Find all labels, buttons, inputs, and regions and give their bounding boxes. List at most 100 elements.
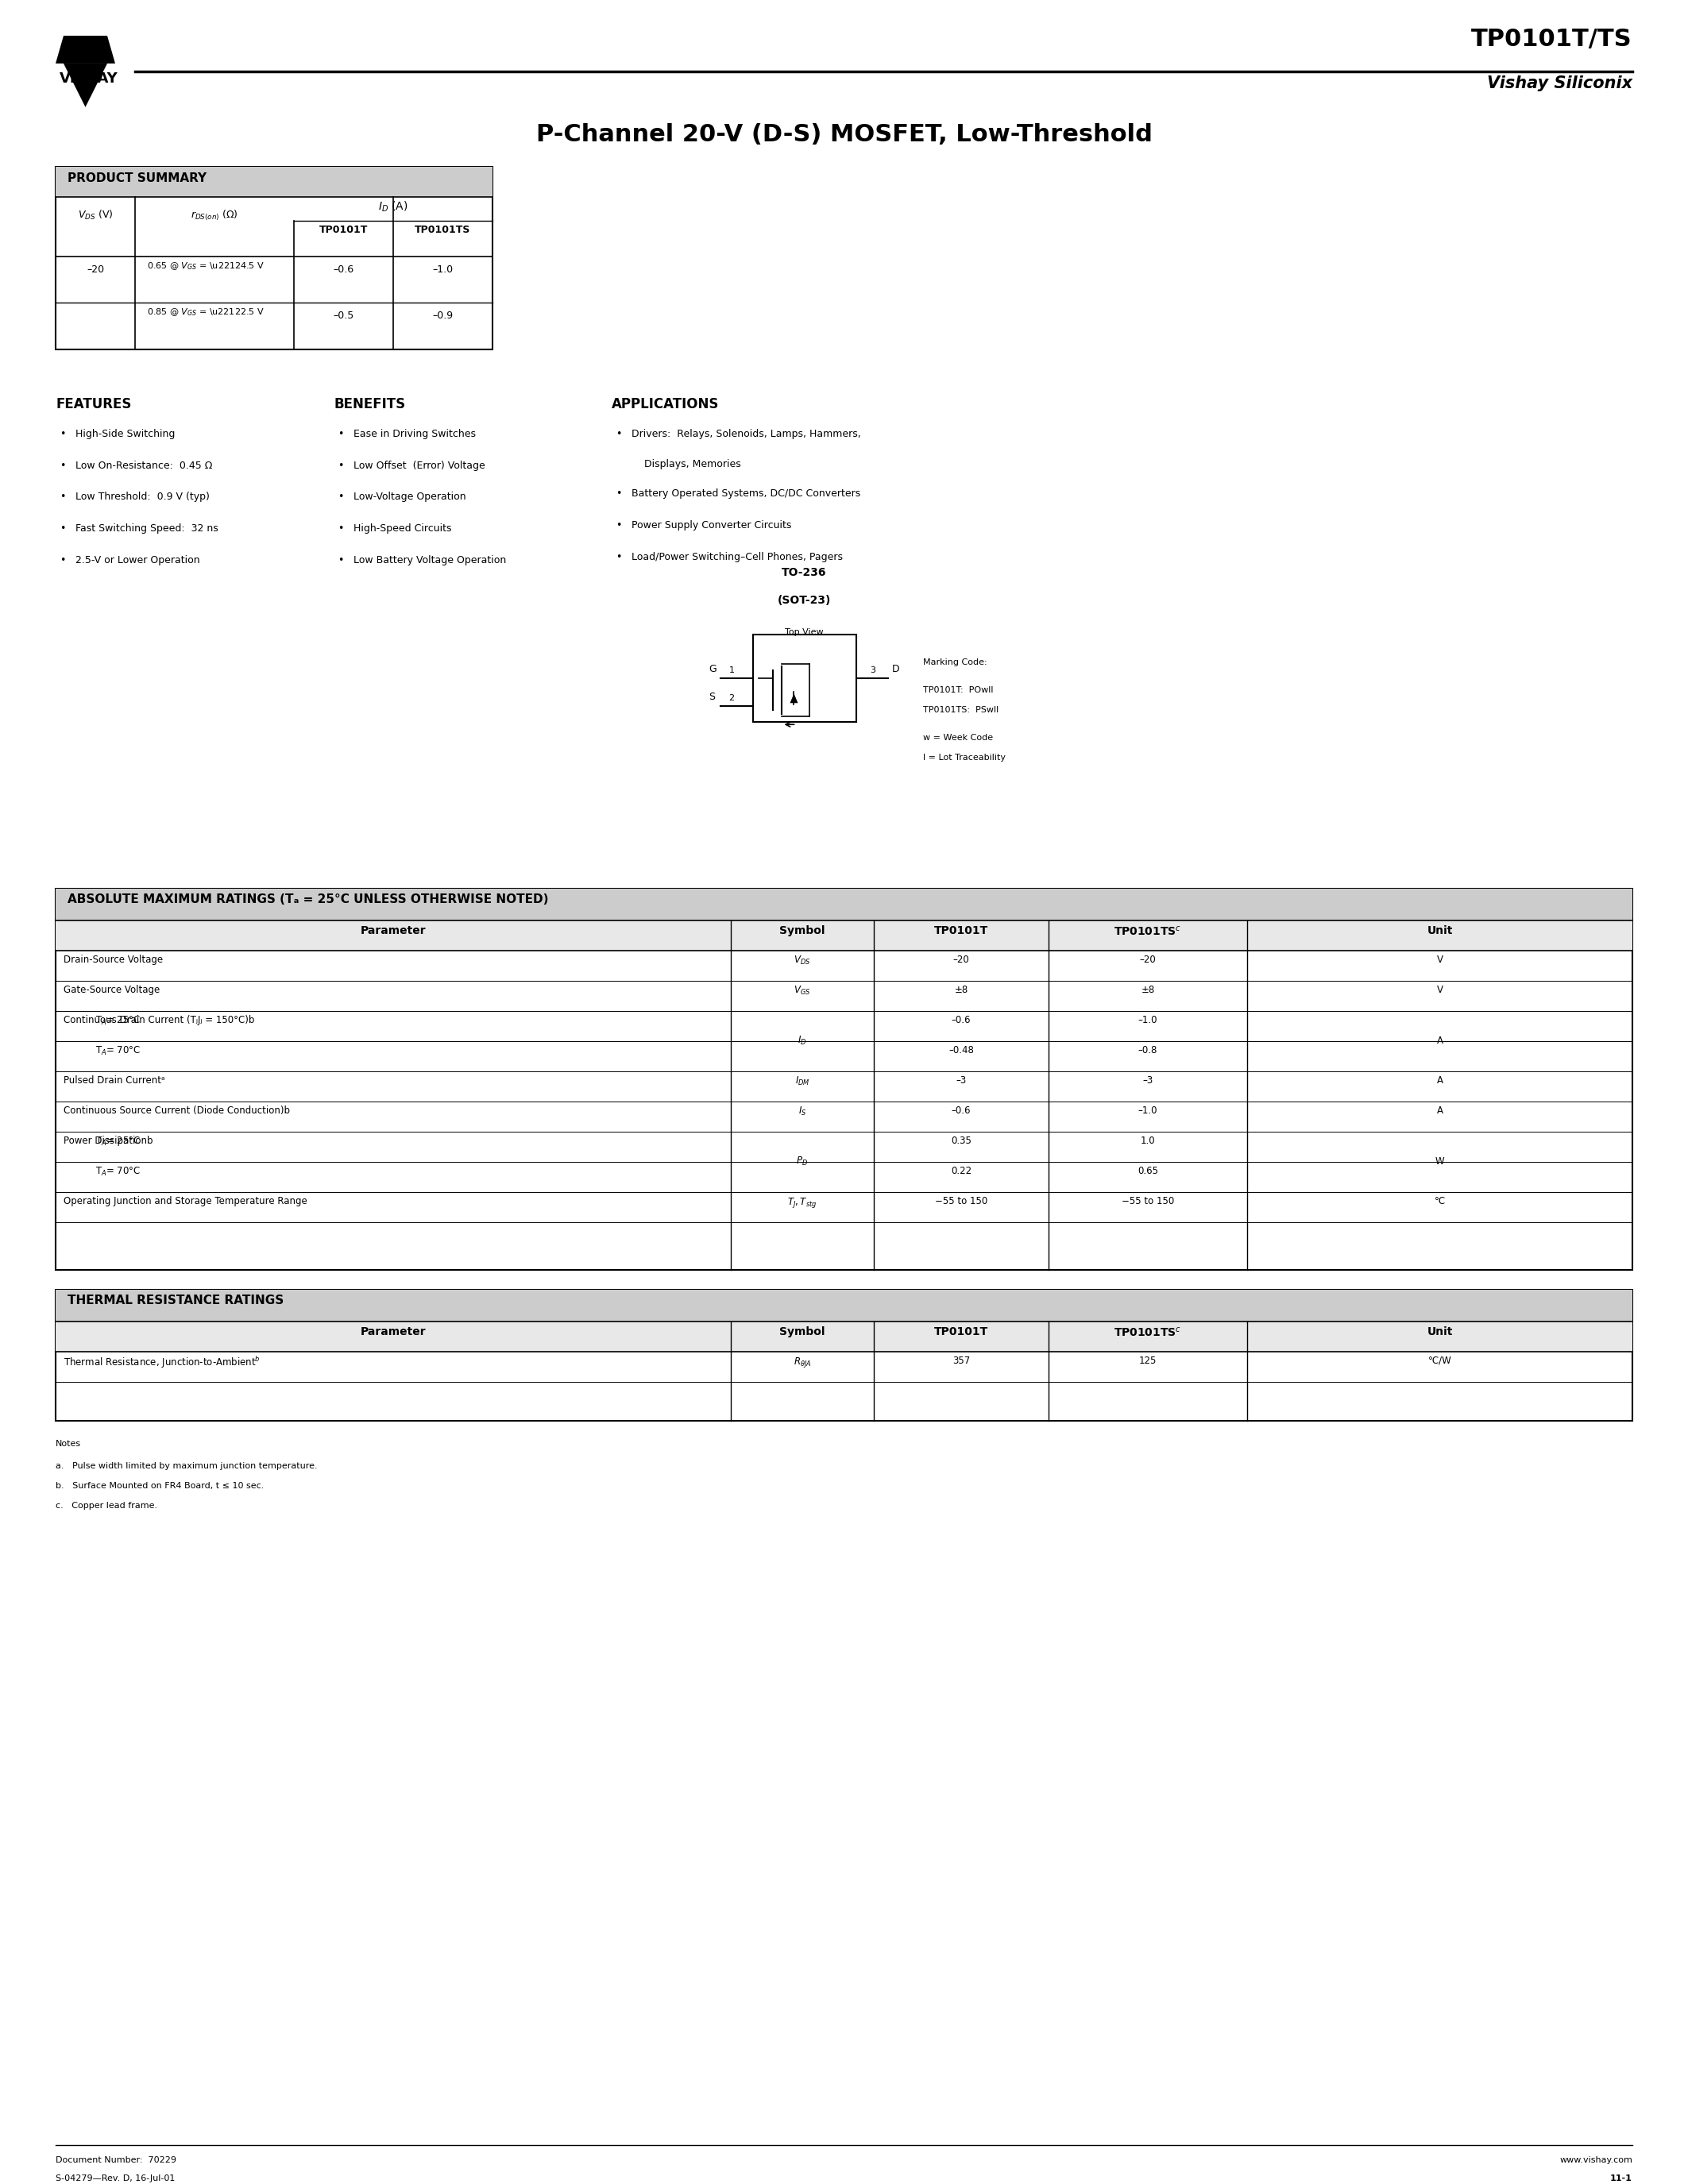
Text: W: W [1435, 1158, 1445, 1166]
Text: Battery Operated Systems, DC/DC Converters: Battery Operated Systems, DC/DC Converte… [631, 489, 861, 500]
Text: High-Side Switching: High-Side Switching [76, 428, 176, 439]
Text: Pulsed Drain Currentᵃ: Pulsed Drain Currentᵃ [64, 1075, 165, 1085]
Text: –1.0: –1.0 [1138, 1016, 1158, 1024]
Text: A: A [1436, 1075, 1443, 1085]
Text: Unit: Unit [1426, 1326, 1453, 1337]
Text: l = Lot Traceability: l = Lot Traceability [923, 753, 1006, 762]
Polygon shape [56, 35, 115, 63]
Text: –0.5: –0.5 [333, 310, 354, 321]
Text: $r_{DS(on)}$ ($\Omega$): $r_{DS(on)}$ ($\Omega$) [191, 210, 238, 223]
Text: Operating Junction and Storage Temperature Range: Operating Junction and Storage Temperatu… [64, 1197, 307, 1206]
Bar [56, 919, 1632, 950]
Text: T$_A$= 25°C: T$_A$= 25°C [95, 1016, 140, 1026]
Text: $T_J, T_{stg}$: $T_J, T_{stg}$ [787, 1197, 817, 1210]
Text: Parameter: Parameter [361, 1326, 425, 1337]
Text: APPLICATIONS: APPLICATIONS [611, 397, 719, 411]
Text: $R_{\theta JA}$: $R_{\theta JA}$ [793, 1356, 812, 1369]
Text: T$_A$= 25°C: T$_A$= 25°C [95, 1136, 140, 1147]
Text: TO-236: TO-236 [782, 568, 827, 579]
Text: –0.48: –0.48 [949, 1046, 974, 1055]
Text: ±8: ±8 [954, 985, 967, 996]
Text: –3: –3 [1143, 1075, 1153, 1085]
Text: •: • [59, 461, 66, 470]
Text: 1: 1 [729, 666, 734, 675]
Text: PRODUCT SUMMARY: PRODUCT SUMMARY [68, 173, 206, 183]
Text: 1.0: 1.0 [1141, 1136, 1155, 1147]
Text: V: V [1436, 954, 1443, 965]
Text: –20: –20 [86, 264, 105, 275]
Text: www.vishay.com: www.vishay.com [1560, 2156, 1632, 2164]
Text: –20: –20 [954, 954, 969, 965]
Text: Top View: Top View [785, 629, 824, 636]
Text: TP0101TS$^c$: TP0101TS$^c$ [1114, 1326, 1182, 1339]
Text: •: • [616, 428, 621, 439]
Text: •: • [616, 553, 621, 563]
Text: Power Supply Converter Circuits: Power Supply Converter Circuits [631, 520, 792, 531]
Text: a.   Pulse width limited by maximum junction temperature.: a. Pulse width limited by maximum juncti… [56, 1463, 317, 1470]
Text: •: • [338, 555, 343, 566]
Text: D: D [891, 664, 900, 675]
Polygon shape [790, 695, 798, 703]
Text: Drain-Source Voltage: Drain-Source Voltage [64, 954, 164, 965]
Text: Symbol: Symbol [780, 1326, 825, 1337]
Text: °C: °C [1435, 1197, 1445, 1206]
Text: $I_D$ (A): $I_D$ (A) [378, 201, 408, 214]
Text: −55 to 150: −55 to 150 [935, 1197, 987, 1206]
Text: 2: 2 [729, 695, 734, 703]
Text: T$_A$= 70°C: T$_A$= 70°C [95, 1046, 140, 1057]
Text: Power Dissipationb: Power Dissipationb [64, 1136, 154, 1147]
Text: TP0101T:  POwll: TP0101T: POwll [923, 686, 994, 695]
Text: •: • [338, 524, 343, 535]
Text: •: • [616, 489, 621, 500]
Text: 0.35: 0.35 [950, 1136, 972, 1147]
Text: (SOT-23): (SOT-23) [778, 594, 830, 607]
Text: $V_{GS}$: $V_{GS}$ [793, 985, 810, 996]
Text: –0.6: –0.6 [333, 264, 354, 275]
Text: •: • [616, 520, 621, 531]
Text: Low-Voltage Operation: Low-Voltage Operation [353, 491, 466, 502]
Text: •: • [338, 491, 343, 502]
Text: $I_S$: $I_S$ [798, 1105, 807, 1118]
Text: Fast Switching Speed:  32 ns: Fast Switching Speed: 32 ns [76, 524, 218, 535]
Text: Continuous Drain Current (TⱼJⱼ = 150°C)b: Continuous Drain Current (TⱼJⱼ = 150°C)b [64, 1016, 255, 1024]
Text: •: • [338, 428, 343, 439]
Text: −55 to 150: −55 to 150 [1121, 1197, 1175, 1206]
Text: High-Speed Circuits: High-Speed Circuits [353, 524, 452, 535]
Text: 357: 357 [952, 1356, 971, 1365]
Bar [56, 166, 493, 197]
Text: –0.8: –0.8 [1138, 1046, 1158, 1055]
Text: TP0101TS: TP0101TS [415, 225, 471, 236]
Text: P-Channel 20-V (D-S) MOSFET, Low-Threshold: P-Channel 20-V (D-S) MOSFET, Low-Thresho… [535, 122, 1153, 146]
Text: b.   Surface Mounted on FR4 Board, t ≤ 10 sec.: b. Surface Mounted on FR4 Board, t ≤ 10 … [56, 1483, 263, 1489]
Text: TP0101TS$^c$: TP0101TS$^c$ [1114, 926, 1182, 937]
Text: TP0101T/TS: TP0101T/TS [1472, 28, 1632, 50]
Text: TP0101T: TP0101T [933, 1326, 987, 1337]
Text: Parameter: Parameter [361, 926, 425, 937]
Text: •: • [59, 428, 66, 439]
Text: Notes: Notes [56, 1439, 81, 1448]
Text: Drivers:  Relays, Solenoids, Lamps, Hammers,: Drivers: Relays, Solenoids, Lamps, Hamme… [631, 428, 861, 439]
Text: –0.6: –0.6 [952, 1105, 971, 1116]
Text: °C/W: °C/W [1428, 1356, 1452, 1365]
Text: 2.5-V or Lower Operation: 2.5-V or Lower Operation [76, 555, 199, 566]
Text: 3: 3 [871, 666, 876, 675]
Text: 0.65: 0.65 [1138, 1166, 1158, 1175]
Text: A: A [1436, 1035, 1443, 1046]
Text: –0.9: –0.9 [432, 310, 452, 321]
Text: Displays, Memories: Displays, Memories [631, 459, 741, 470]
Bar [56, 166, 493, 349]
Text: –20: –20 [1139, 954, 1156, 965]
Text: Document Number:  70229: Document Number: 70229 [56, 2156, 176, 2164]
Text: FEATURES: FEATURES [56, 397, 132, 411]
Bar [56, 1289, 1632, 1321]
Text: 0.22: 0.22 [950, 1166, 972, 1175]
Text: ±8: ±8 [1141, 985, 1155, 996]
Text: w = Week Code: w = Week Code [923, 734, 994, 743]
Text: Low Threshold:  0.9 V (typ): Low Threshold: 0.9 V (typ) [76, 491, 209, 502]
Bar [753, 636, 856, 723]
Bar [56, 889, 1632, 1269]
Bar [56, 1321, 1632, 1352]
Text: A: A [1436, 1105, 1443, 1116]
Text: 0.65 @ $V_{GS}$ = \u22124.5 V: 0.65 @ $V_{GS}$ = \u22124.5 V [147, 260, 265, 271]
Text: –1.0: –1.0 [1138, 1105, 1158, 1116]
